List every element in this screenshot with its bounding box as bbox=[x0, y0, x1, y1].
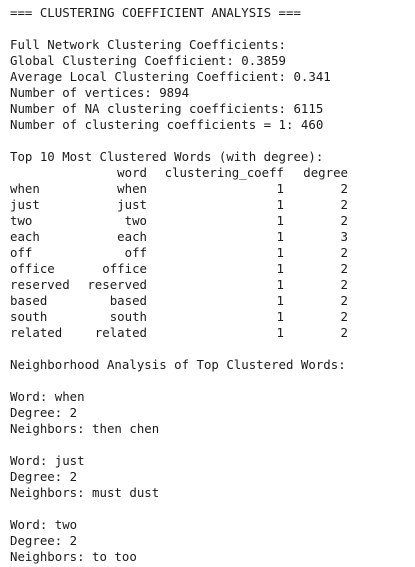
blank-line bbox=[10, 437, 410, 453]
neighborhood-degree: Degree: 2 bbox=[10, 405, 78, 420]
console-output: === CLUSTERING COEFFICIENT ANALYSIS === … bbox=[10, 5, 410, 565]
row-word: office bbox=[102, 261, 147, 276]
row-degree: 2 bbox=[340, 325, 348, 340]
row-name: related bbox=[10, 325, 63, 340]
row-name: two bbox=[10, 213, 33, 228]
neighborhood-word: Word: just bbox=[10, 453, 85, 468]
row-word: based bbox=[109, 293, 147, 308]
top10-title: Top 10 Most Clustered Words (with degree… bbox=[10, 149, 324, 164]
row-degree: 2 bbox=[340, 213, 348, 228]
average-clustering-line: Average Local Clustering Coefficient: 0.… bbox=[10, 69, 331, 84]
row-degree: 2 bbox=[340, 245, 348, 260]
row-degree: 3 bbox=[340, 229, 348, 244]
row-word: south bbox=[109, 309, 147, 324]
neighborhood-word: Word: two bbox=[10, 517, 78, 532]
row-clustering-coeff: 1 bbox=[276, 245, 284, 260]
row-word: two bbox=[124, 213, 147, 228]
table-row: based based 1 2 bbox=[10, 293, 410, 309]
blank-line bbox=[10, 341, 410, 357]
row-clustering-coeff: 1 bbox=[276, 181, 284, 196]
blank-line bbox=[10, 373, 410, 389]
row-clustering-coeff: 1 bbox=[276, 229, 284, 244]
full-network-title: Full Network Clustering Coefficients: bbox=[10, 37, 287, 52]
row-word: just bbox=[117, 197, 147, 212]
table-row: related related 1 2 bbox=[10, 325, 410, 341]
table-row: office office 1 2 bbox=[10, 261, 410, 277]
row-name: reserved bbox=[10, 277, 70, 292]
row-name: off bbox=[10, 245, 33, 260]
table-row: reserved reserved 1 2 bbox=[10, 277, 410, 293]
blank-line bbox=[10, 133, 410, 149]
row-name: just bbox=[10, 197, 40, 212]
row-degree: 2 bbox=[340, 309, 348, 324]
row-degree: 2 bbox=[340, 261, 348, 276]
neighborhood-neighbors: Neighbors: then chen bbox=[10, 421, 160, 436]
neighborhood-block: Word: when Degree: 2 Neighbors: then chen bbox=[10, 389, 410, 437]
row-degree: 2 bbox=[340, 181, 348, 196]
header-degree: degree bbox=[303, 165, 348, 180]
row-degree: 2 bbox=[340, 197, 348, 212]
table-row: just just 1 2 bbox=[10, 197, 410, 213]
table-row: two two 1 2 bbox=[10, 213, 410, 229]
row-word: related bbox=[94, 325, 147, 340]
global-clustering-line: Global Clustering Coefficient: 0.3859 bbox=[10, 53, 287, 68]
vertices-count-line: Number of vertices: 9894 bbox=[10, 85, 190, 100]
row-clustering-coeff: 1 bbox=[276, 309, 284, 324]
neighborhood-block: Word: two Degree: 2 Neighbors: to too bbox=[10, 517, 410, 565]
row-name: when bbox=[10, 181, 40, 196]
row-clustering-coeff: 1 bbox=[276, 277, 284, 292]
neighborhood-block: Word: just Degree: 2 Neighbors: must dust bbox=[10, 453, 410, 501]
neighborhood-neighbors: Neighbors: must dust bbox=[10, 485, 160, 500]
row-clustering-coeff: 1 bbox=[276, 197, 284, 212]
row-name: office bbox=[10, 261, 55, 276]
table-row: south south 1 2 bbox=[10, 309, 410, 325]
blank-line bbox=[10, 501, 410, 517]
row-clustering-coeff: 1 bbox=[276, 293, 284, 308]
na-count-line: Number of NA clustering coefficients: 61… bbox=[10, 101, 324, 116]
header-word: word bbox=[117, 165, 147, 180]
neighborhood-degree: Degree: 2 bbox=[10, 469, 78, 484]
row-name: based bbox=[10, 293, 48, 308]
neighborhood-neighbors: Neighbors: to too bbox=[10, 549, 137, 564]
row-degree: 2 bbox=[340, 293, 348, 308]
row-clustering-coeff: 1 bbox=[276, 325, 284, 340]
table-header-row: word clustering_coeff degree bbox=[10, 165, 410, 181]
blank-line bbox=[10, 21, 410, 37]
table-row: off off 1 2 bbox=[10, 245, 410, 261]
ones-count-line: Number of clustering coefficients = 1: 4… bbox=[10, 117, 324, 132]
row-word: when bbox=[117, 181, 147, 196]
table-row: when when 1 2 bbox=[10, 181, 410, 197]
top-words-table: word clustering_coeff degree when when 1 2 j… bbox=[10, 165, 410, 341]
neighborhood-title: Neighborhood Analysis of Top Clustered W… bbox=[10, 357, 346, 372]
row-word: off bbox=[124, 245, 147, 260]
row-clustering-coeff: 1 bbox=[276, 261, 284, 276]
neighborhood-word: Word: when bbox=[10, 389, 85, 404]
row-name: each bbox=[10, 229, 40, 244]
row-word: each bbox=[117, 229, 147, 244]
analysis-header: === CLUSTERING COEFFICIENT ANALYSIS === bbox=[10, 5, 301, 20]
neighborhood-degree: Degree: 2 bbox=[10, 533, 78, 548]
row-degree: 2 bbox=[340, 277, 348, 292]
row-clustering-coeff: 1 bbox=[276, 213, 284, 228]
row-word: reserved bbox=[87, 277, 147, 292]
header-clustering-coeff: clustering_coeff bbox=[164, 165, 284, 180]
table-row: each each 1 3 bbox=[10, 229, 410, 245]
row-name: south bbox=[10, 309, 48, 324]
